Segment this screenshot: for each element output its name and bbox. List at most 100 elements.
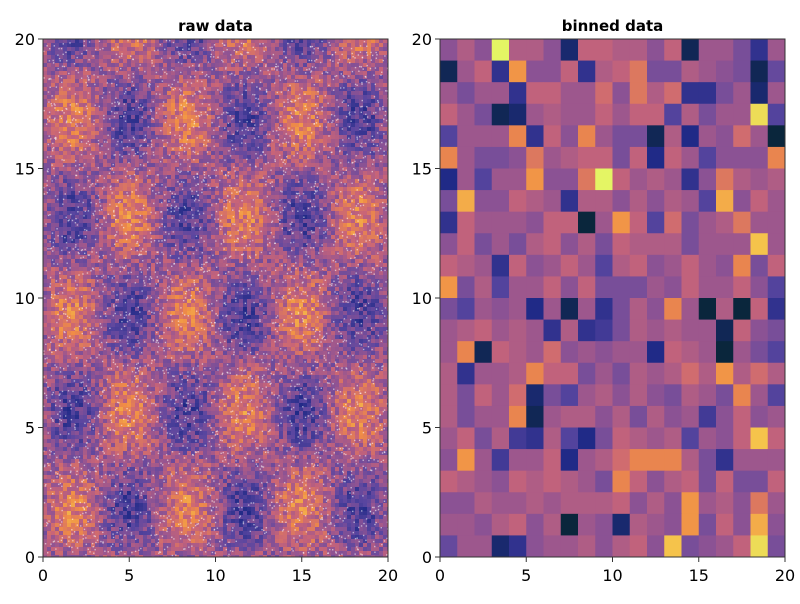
raw-data-point xyxy=(95,319,99,323)
raw-data-point xyxy=(187,371,191,375)
raw-data-point xyxy=(175,279,179,283)
raw-data-point xyxy=(147,491,151,495)
raw-data-point xyxy=(51,151,55,155)
raw-data-point xyxy=(171,335,175,339)
raw-data-point xyxy=(143,123,147,127)
raw-data-point xyxy=(43,395,47,399)
raw-data-point xyxy=(91,547,95,551)
raw-data-point xyxy=(79,307,83,311)
raw-data-point xyxy=(179,191,183,195)
raw-data-point xyxy=(115,423,119,427)
raw-data-point xyxy=(151,311,155,315)
raw-data-point xyxy=(103,335,107,339)
raw-data-point xyxy=(71,483,75,487)
raw-data-point xyxy=(127,435,131,439)
raw-data-point xyxy=(87,519,91,523)
raw-data-point xyxy=(135,199,139,203)
raw-data-point xyxy=(107,379,111,383)
raw-data-point xyxy=(179,363,183,367)
raw-data-point xyxy=(191,215,195,219)
raw-data-point xyxy=(191,443,195,447)
raw-data-point xyxy=(155,143,159,147)
raw-data-point xyxy=(99,231,103,235)
raw-data-point xyxy=(99,295,103,299)
raw-data-point xyxy=(187,531,191,535)
raw-data-point xyxy=(59,43,63,47)
raw-data-point xyxy=(71,179,75,183)
raw-data-point xyxy=(51,363,55,367)
raw-data-point xyxy=(99,275,103,279)
raw-data-point xyxy=(191,267,195,271)
raw-data-point xyxy=(171,155,175,159)
raw-data-point xyxy=(87,163,91,167)
raw-data-point xyxy=(171,483,175,487)
raw-data-point xyxy=(91,323,95,327)
raw-data-point xyxy=(87,275,91,279)
raw-data-point xyxy=(131,471,135,475)
raw-data-point xyxy=(75,467,79,471)
raw-data-point xyxy=(115,159,119,163)
raw-data-point xyxy=(119,411,123,415)
raw-data-point xyxy=(147,551,151,555)
raw-data-point xyxy=(87,107,91,111)
raw-data-point xyxy=(119,271,123,275)
raw-data-point xyxy=(127,283,131,287)
raw-data-point xyxy=(127,487,131,491)
raw-data-point xyxy=(55,83,59,87)
raw-data-point xyxy=(59,119,63,123)
raw-data-point xyxy=(123,155,127,159)
raw-data-point xyxy=(59,551,63,555)
raw-data-point xyxy=(127,95,131,99)
raw-data-point xyxy=(147,59,151,63)
raw-data-point xyxy=(91,167,95,171)
raw-data-point xyxy=(179,219,183,223)
raw-data-point xyxy=(123,247,127,251)
raw-data-point xyxy=(179,171,183,175)
raw-data-point xyxy=(79,175,83,179)
raw-data-point xyxy=(159,499,163,503)
raw-data-point xyxy=(139,239,143,243)
raw-data-point xyxy=(163,479,167,483)
raw-data-point xyxy=(115,263,119,267)
raw-data-point xyxy=(135,407,139,411)
raw-data-point xyxy=(63,555,67,557)
raw-data-point xyxy=(91,259,95,263)
raw-data-point xyxy=(167,183,171,187)
raw-data-point xyxy=(71,471,75,475)
raw-data-point xyxy=(139,411,143,415)
raw-data-point xyxy=(139,255,143,259)
raw-data-point xyxy=(47,187,51,191)
raw-data-title: raw data xyxy=(178,17,253,35)
raw-data-point xyxy=(107,539,111,543)
raw-data-point xyxy=(55,295,59,299)
raw-data-point xyxy=(163,503,167,507)
raw-data-point xyxy=(179,207,183,211)
raw-data-point xyxy=(87,387,91,391)
raw-data-point xyxy=(151,167,155,171)
raw-data-point xyxy=(143,479,147,483)
raw-data-point xyxy=(119,255,123,259)
raw-data-point xyxy=(43,555,47,557)
raw-data-point xyxy=(99,103,103,107)
raw-data-point xyxy=(83,143,87,147)
raw-data-point xyxy=(183,387,187,391)
raw-data-point xyxy=(71,495,75,499)
raw-data-point xyxy=(187,367,191,371)
raw-data-point xyxy=(71,479,75,483)
raw-data-point xyxy=(155,431,159,435)
raw-data-point xyxy=(151,435,155,439)
raw-data-point xyxy=(83,379,87,383)
raw-data-point xyxy=(139,131,143,135)
raw-data-point xyxy=(107,415,111,419)
raw-data-point xyxy=(159,555,163,557)
raw-data-point xyxy=(87,227,91,231)
raw-data-point xyxy=(119,179,123,183)
raw-data-point xyxy=(63,247,67,251)
raw-data-point xyxy=(67,159,71,163)
raw-data-point xyxy=(143,139,147,143)
raw-data-point xyxy=(183,239,187,243)
raw-data-point xyxy=(139,359,143,363)
raw-data-point xyxy=(191,135,195,139)
raw-data-point xyxy=(175,343,179,347)
raw-data-point xyxy=(51,487,55,491)
